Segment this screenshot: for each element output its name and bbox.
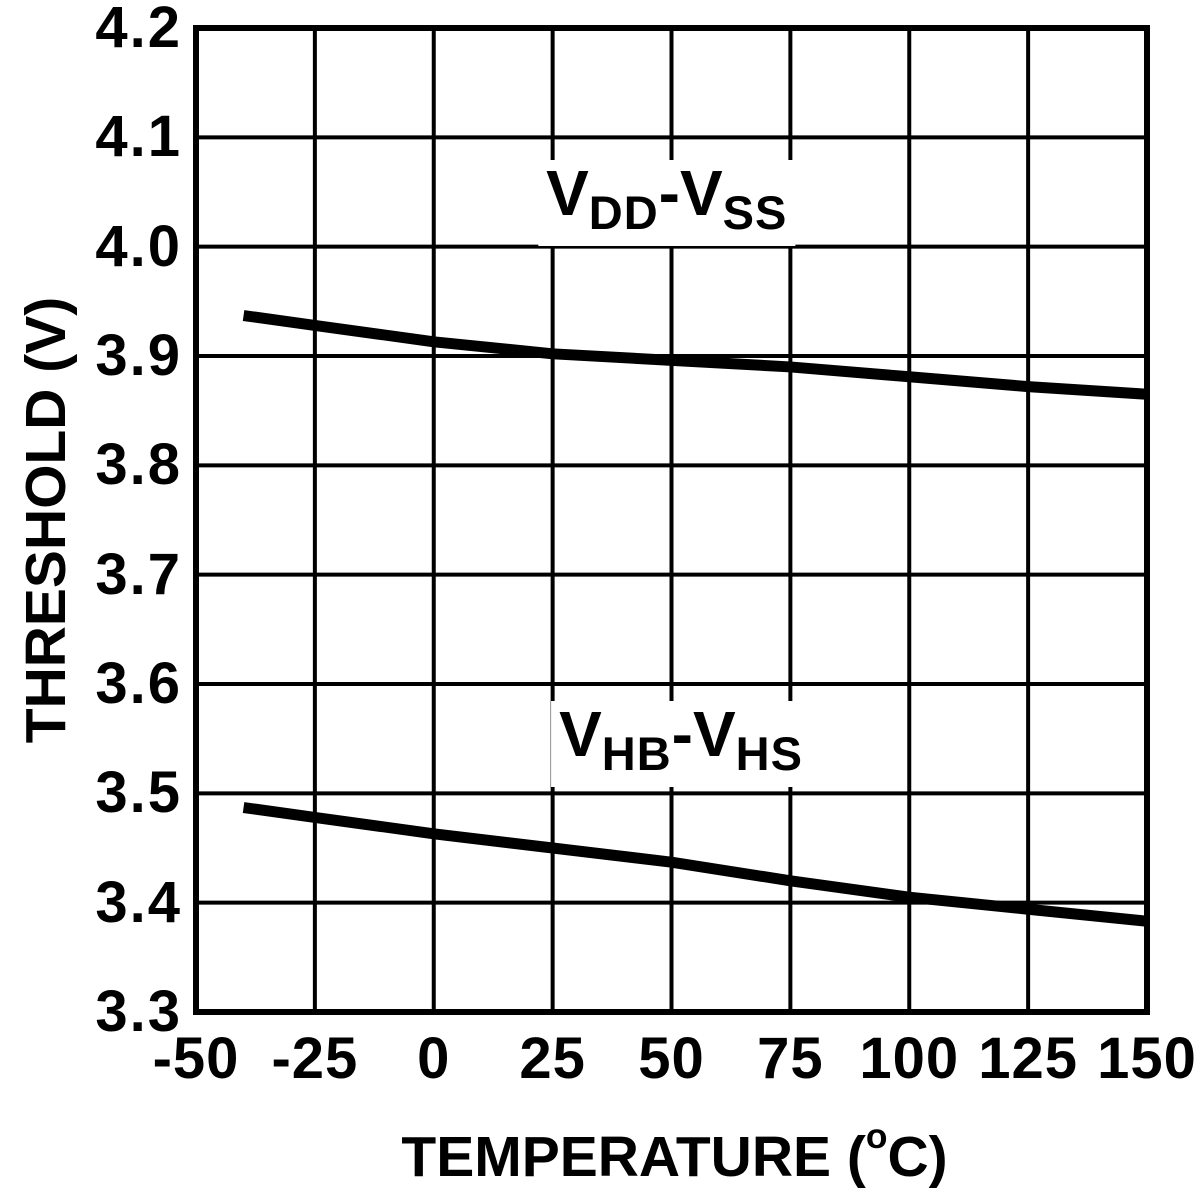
y-tick-label: 3.6 — [95, 651, 182, 716]
x-axis-title: TEMPERATURE (oC) — [401, 1107, 947, 1187]
x-tick-label: -25 — [271, 1026, 359, 1091]
x-tick-label: 125 — [978, 1026, 1079, 1091]
y-tick-label: 3.8 — [95, 432, 182, 498]
series-line-VHB-VHS — [242, 802, 1148, 927]
series-line-VDD-VSS — [242, 310, 1148, 400]
y-tick-label: 3.9 — [95, 323, 182, 388]
y-tick-label: 4.0 — [95, 213, 182, 279]
label-subscript: DD — [588, 185, 659, 239]
x-tick-label: 75 — [757, 1026, 824, 1091]
label-subscript: SS — [722, 185, 788, 239]
y-tick-label: 3.3 — [95, 979, 182, 1044]
label-main: V — [546, 156, 589, 229]
y-tick-label: 3.7 — [95, 541, 182, 607]
x-tick-label: 25 — [519, 1026, 586, 1091]
label-main: V — [559, 698, 602, 771]
x-tick-label: -50 — [152, 1026, 240, 1091]
x-tick-label: 150 — [1097, 1026, 1197, 1091]
y-tick-label: 4.2 — [95, 0, 182, 60]
y-tick-label: 3.5 — [95, 760, 182, 826]
label-subscript: HB — [601, 727, 672, 781]
label-main: -V — [671, 698, 736, 771]
y-tick-label: 4.1 — [95, 104, 182, 170]
plot-border — [193, 25, 1150, 1015]
label-subscript: HS — [735, 727, 803, 781]
label-main: -V — [658, 156, 723, 229]
x-tick-label: 50 — [638, 1026, 705, 1091]
y-tick-label: 3.4 — [95, 869, 182, 935]
x-tick-label: 100 — [859, 1026, 960, 1091]
series-label-VHB-VHS: VHB-VHS — [551, 698, 811, 788]
series-label-VDD-VSS: VDD-VSS — [538, 156, 796, 246]
x-axis-title-text: TEMPERATURE ( — [401, 1125, 866, 1189]
x-axis-title-unit: C) — [887, 1125, 948, 1189]
degree-superscript: o — [865, 1117, 888, 1156]
x-tick-label: 0 — [417, 1026, 451, 1091]
